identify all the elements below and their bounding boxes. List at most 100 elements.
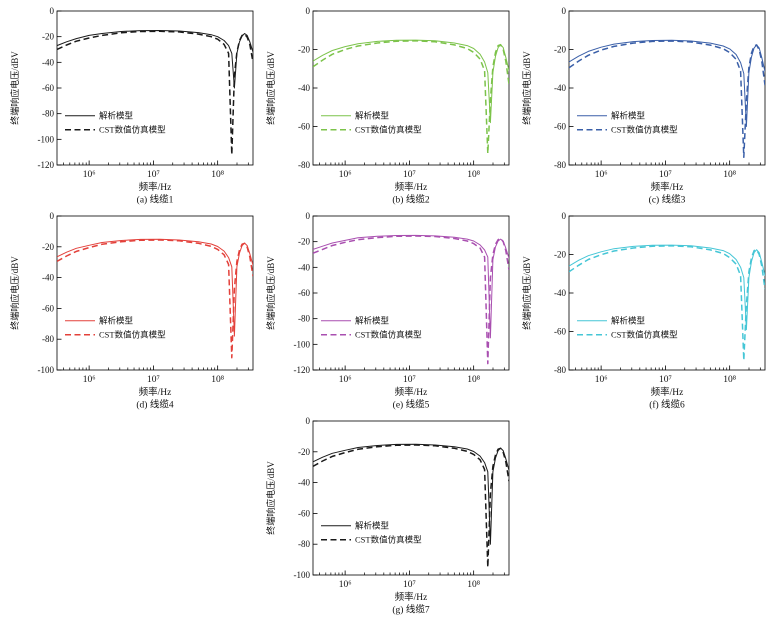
x-tick-label: 10⁶ — [595, 375, 608, 385]
series-cst-line — [57, 30, 253, 156]
x-tick-label: 10⁸ — [211, 375, 224, 385]
series-analytical-line — [313, 39, 509, 124]
subplot-caption: (d) 线缆4 — [136, 399, 173, 411]
y-tick-label: -120 — [38, 160, 55, 170]
y-axis-label: 终端响应电压/dBV — [265, 461, 276, 535]
y-axis-label: 终端响应电压/dBV — [521, 256, 532, 330]
series-group — [57, 238, 253, 359]
chart-row-2: 10⁶ 10⁷ 10⁸ 0 -20 -40 -60 -80 -100 终端响应电压/dBV 频率/H… — [0, 209, 778, 414]
y-tick-label: -40 — [298, 83, 310, 93]
series-analytical-line — [313, 234, 509, 339]
plot-frame — [568, 215, 766, 371]
series-group — [313, 234, 509, 365]
y-tick-label: -100 — [38, 365, 55, 375]
x-tick-label: 10⁷ — [147, 170, 160, 180]
chart-cable3: 10⁶ 10⁷ 10⁸ 0 -20 -40 -60 -80 终端响应电压/dBV 频率/Hz (c)… — [519, 4, 771, 209]
series-group — [313, 39, 509, 155]
y-tick-label: -20 — [554, 250, 566, 260]
y-tick-label: -20 — [298, 45, 310, 55]
series-cst-line — [313, 444, 509, 569]
y-tick-label: -100 — [294, 570, 311, 580]
chart-row-1: 10⁶ 10⁷ 10⁸ 0 -20 -40 -60 -80 -100 -120 终端响应电压/dBV… — [0, 4, 778, 209]
x-tick-label: 10⁷ — [403, 170, 416, 180]
series-group — [313, 443, 509, 569]
y-axis-label: 终端响应电压/dBV — [9, 256, 20, 330]
x-tick-label: 10⁶ — [595, 170, 608, 180]
series-cst-line — [313, 40, 509, 155]
series-cst-line — [313, 235, 509, 365]
subplot-caption: (b) 线缆2 — [392, 194, 429, 206]
legend-label: CST数值仿真模型 — [355, 330, 422, 340]
subplot-caption: (g) 线缆7 — [392, 604, 429, 616]
x-axis-label: 频率/Hz — [139, 386, 172, 398]
series-analytical-line — [57, 238, 253, 337]
x-tick-label: 10⁶ — [83, 170, 96, 180]
y-axis-label: 终端响应电压/dBV — [265, 51, 276, 125]
x-axis-label: 频率/Hz — [139, 181, 172, 193]
y-tick-label: -60 — [554, 122, 566, 132]
x-tick-label: 10⁷ — [659, 170, 672, 180]
series-cst-line — [569, 245, 765, 362]
series-cst-line — [569, 40, 765, 159]
y-tick-label: -20 — [298, 237, 310, 247]
chart-cable1: 10⁶ 10⁷ 10⁸ 0 -20 -40 -60 -80 -100 -120 终端响应电压/dBV… — [7, 4, 259, 209]
y-tick-label: 0 — [562, 211, 567, 221]
y-tick-label: 0 — [306, 211, 311, 221]
x-tick-label: 10⁷ — [147, 375, 160, 385]
legend-label: CST数值仿真模型 — [99, 125, 166, 135]
x-tick-label: 10⁶ — [339, 375, 352, 385]
legend-label: 解析模型 — [99, 316, 134, 326]
chart-cable6: 10⁶ 10⁷ 10⁸ 0 -20 -40 -60 -80 终端响应电压/dBV 频率/Hz (f)… — [519, 209, 771, 414]
legend-label: CST数值仿真模型 — [355, 125, 422, 135]
series-analytical-line — [569, 244, 765, 331]
series-group — [569, 244, 765, 362]
y-axis-label: 终端响应电压/dBV — [265, 256, 276, 330]
plot-frame — [312, 420, 510, 576]
y-tick-label: -40 — [554, 83, 566, 93]
x-axis-label: 频率/Hz — [651, 386, 684, 398]
chart-cable7: 10⁶ 10⁷ 10⁸ 0 -20 -40 -60 -80 -100 终端响应电压/dBV 频率/H… — [263, 414, 515, 619]
y-tick-label: -20 — [42, 242, 54, 252]
x-tick-label: 10⁸ — [723, 375, 736, 385]
chart-svg-cable6: 10⁶ 10⁷ 10⁸ 0 -20 -40 -60 -80 终端响应电压/dBV 频率/Hz(f)… — [521, 211, 766, 411]
series-analytical-line — [57, 30, 253, 89]
y-tick-label: -60 — [42, 83, 54, 93]
legend-label: CST数值仿真模型 — [611, 330, 678, 340]
y-tick-label: 0 — [562, 6, 567, 16]
plot-frame — [56, 10, 254, 166]
x-tick-label: 10⁸ — [467, 580, 480, 590]
y-tick-label: -60 — [42, 303, 54, 313]
y-tick-label: 0 — [50, 211, 55, 221]
x-tick-label: 10⁸ — [467, 375, 480, 385]
chart-svg-cable1: 10⁶ 10⁷ 10⁸ 0 -20 -40 -60 -80 -100 -120 终端响应电压/dBV… — [9, 6, 254, 206]
x-tick-label: 10⁶ — [339, 580, 352, 590]
chart-svg-cable7: 10⁶ 10⁷ 10⁸ 0 -20 -40 -60 -80 -100 终端响应电压/dBV 频率/H… — [265, 416, 510, 616]
legend-label: 解析模型 — [355, 111, 390, 121]
y-tick-label: 0 — [306, 416, 311, 426]
legend-label: 解析模型 — [355, 521, 390, 531]
plot-frame — [56, 215, 254, 371]
subplot-caption: (e) 线缆5 — [393, 399, 430, 411]
chart-svg-cable5: 10⁶ 10⁷ 10⁸ 0 -20 -40 -60 -80 -100 -120 终端响应电压/dBV… — [265, 211, 510, 411]
x-tick-label: 10⁷ — [403, 375, 416, 385]
x-tick-label: 10⁸ — [723, 170, 736, 180]
y-tick-label: -80 — [298, 160, 310, 170]
chart-row-3: 10⁶ 10⁷ 10⁸ 0 -20 -40 -60 -80 -100 终端响应电压/dBV 频率/H… — [0, 414, 778, 619]
chart-svg-cable4: 10⁶ 10⁷ 10⁸ 0 -20 -40 -60 -80 -100 终端响应电压/dBV 频率/H… — [9, 211, 254, 411]
y-tick-label: -40 — [298, 262, 310, 272]
y-tick-label: -80 — [42, 109, 54, 119]
y-tick-label: -60 — [298, 508, 310, 518]
y-tick-label: -100 — [38, 134, 55, 144]
y-tick-label: -80 — [554, 365, 566, 375]
chart-svg-cable3: 10⁶ 10⁷ 10⁸ 0 -20 -40 -60 -80 终端响应电压/dBV 频率/Hz(c)… — [521, 6, 766, 206]
x-tick-label: 10⁶ — [339, 170, 352, 180]
y-tick-label: -20 — [554, 45, 566, 55]
chart-cable2: 10⁶ 10⁷ 10⁸ 0 -20 -40 -60 -80 终端响应电压/dBV 频率/Hz (b)… — [263, 4, 515, 209]
series-group — [57, 30, 253, 156]
legend-label: 解析模型 — [611, 316, 646, 326]
y-axis-label: 终端响应电压/dBV — [521, 51, 532, 125]
y-tick-label: -60 — [554, 327, 566, 337]
series-analytical-line — [569, 39, 765, 127]
chart-cable4: 10⁶ 10⁷ 10⁸ 0 -20 -40 -60 -80 -100 终端响应电压/dBV 频率/H… — [7, 209, 259, 414]
